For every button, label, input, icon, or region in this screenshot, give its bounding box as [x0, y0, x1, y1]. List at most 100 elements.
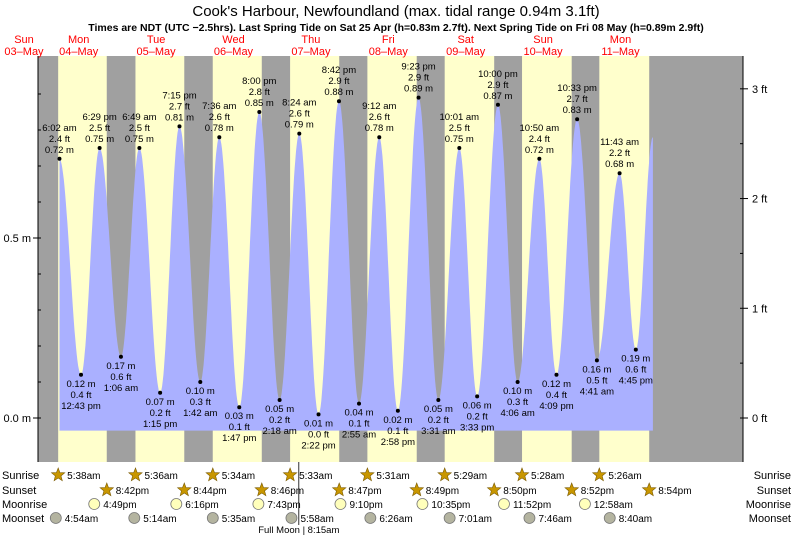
tide-ft-label: 0.4 ft [70, 390, 91, 401]
date-label: 10–May [524, 46, 564, 58]
tide-time-label: 9:23 pm [401, 62, 435, 73]
tide-area [59, 97, 653, 431]
tide-m-label: 0.75 m [125, 134, 154, 145]
tide-ft-label: 2.6 ft [369, 112, 390, 123]
moonrise-time: 10:35pm [431, 500, 470, 511]
tide-point [475, 394, 480, 399]
date-label: 04–May [59, 46, 99, 58]
tide-ft-label: 0.5 ft [586, 375, 607, 386]
tide-m-label: 0.01 m [304, 418, 333, 429]
sunset-row-label-right: Sunset [757, 485, 791, 497]
tide-point [377, 135, 382, 140]
sunset-sun-icon [99, 482, 115, 497]
right-tick-label: 3 ft [752, 84, 767, 96]
day-of-week-label: Fri [382, 34, 395, 46]
day-of-week-label: Thu [301, 34, 320, 46]
tide-m-label: 0.75 m [85, 134, 114, 145]
sunset-time: 8:44pm [193, 486, 226, 497]
tide-point [217, 135, 222, 140]
sunset-sun-icon [331, 482, 347, 497]
tide-m-label: 0.85 m [245, 98, 274, 109]
tide-time-label: 1:15 pm [143, 419, 177, 430]
tide-m-label: 0.17 m [106, 361, 135, 372]
tide-point [137, 146, 142, 150]
moonset-time: 4:54am [65, 514, 98, 525]
tide-m-label: 0.72 m [45, 145, 74, 156]
sunset-time: 8:47pm [348, 486, 381, 497]
tide-point [316, 412, 321, 417]
moonrise-time: 4:49pm [103, 500, 136, 511]
tide-time-label: 1:47 pm [222, 433, 256, 444]
sunrise-sun-icon [282, 467, 298, 482]
moonset-row-label-left: Moonset [2, 513, 44, 525]
sunset-time: 8:42pm [116, 486, 149, 497]
moonset-time: 7:46am [538, 514, 571, 525]
sunrise-time: 5:31am [376, 471, 409, 482]
tide-point [297, 131, 302, 136]
sunrise-time: 5:36am [144, 471, 177, 482]
tide-point [537, 156, 542, 161]
tide-ft-label: 0.6 ft [110, 372, 131, 383]
date-label: 07–May [291, 46, 331, 58]
day-of-week-label: Tue [147, 34, 166, 46]
chart-header: Cook's Harbour, Newfoundland (max. tidal… [88, 3, 703, 34]
tide-time-label: 10:50 am [520, 123, 560, 134]
tide-m-label: 0.72 m [525, 145, 554, 156]
tide-ft-label: 2.6 ft [289, 109, 310, 120]
tide-ft-label: 0.3 ft [507, 397, 528, 408]
tide-m-label: 0.02 m [383, 415, 412, 426]
tide-ft-label: 2.8 ft [249, 87, 270, 98]
moonset-moon-icon [443, 512, 456, 524]
sunrise-time: 5:38am [67, 471, 100, 482]
moonrise-moon-icon [498, 498, 510, 510]
tide-point [277, 398, 282, 402]
tide-time-label: 11:43 am [600, 137, 639, 148]
sunrise-sun-icon [591, 467, 607, 482]
sunrise-time: 5:26am [608, 471, 641, 482]
tide-time-label: 4:09 pm [539, 401, 573, 412]
moonrise-time: 6:16pm [185, 500, 218, 511]
sunset-time: 8:50pm [503, 486, 536, 497]
tide-time-label: 8:24 am [282, 98, 316, 109]
tide-time-label: 12:43 pm [61, 401, 101, 412]
tide-ft-label: 2.7 ft [169, 101, 190, 112]
sunrise-sun-icon [205, 467, 221, 482]
day-headers: Sun03–MayMon04–MayTue05–MayWed06–MayThu0… [4, 34, 640, 58]
left-tick-label: 0.5 m [3, 233, 31, 245]
tide-m-label: 0.10 m [503, 386, 532, 397]
tide-point [97, 146, 102, 150]
tide-ft-label: 0.2 ft [150, 408, 171, 419]
left-tick-label: 0.0 m [3, 413, 31, 425]
tide-m-label: 0.05 m [424, 404, 453, 415]
tide-point [357, 401, 362, 406]
sunrise-sun-icon [359, 467, 375, 482]
tide-curve-layer [59, 97, 653, 431]
sunrise-row-label-right: Sunrise [754, 470, 791, 482]
sunrise-time: 5:29am [454, 471, 487, 482]
tide-time-label: 10:00 pm [478, 69, 518, 80]
date-label: 09–May [446, 46, 486, 58]
tide-ft-label: 2.7 ft [567, 94, 588, 105]
tide-point [158, 390, 163, 395]
moonset-time: 5:14am [143, 514, 176, 525]
tide-ft-label: 2.5 ft [449, 123, 470, 134]
sunset-sun-icon [254, 482, 270, 497]
tide-ft-label: 0.1 ft [387, 426, 408, 437]
tide-time-label: 2:18 am [262, 426, 296, 437]
tide-ft-label: 2.5 ft [89, 123, 110, 134]
tide-m-label: 0.78 m [365, 123, 394, 134]
sunrise-sun-icon [437, 467, 453, 482]
tide-ft-label: 0.3 ft [190, 397, 211, 408]
tide-time-label: 2:55 am [342, 430, 376, 441]
tide-time-label: 1:06 am [104, 383, 138, 394]
moonset-time: 8:40am [619, 514, 652, 525]
tide-m-label: 0.83 m [563, 105, 592, 116]
sunrise-row-label-left: Sunrise [2, 470, 39, 482]
tide-time-label: 6:02 am [42, 123, 76, 134]
moonset-time: 6:26am [379, 514, 412, 525]
tide-point [79, 372, 84, 377]
tide-m-label: 0.81 m [165, 112, 194, 123]
tide-m-label: 0.75 m [445, 134, 474, 145]
tide-m-label: 0.89 m [404, 84, 433, 95]
sunset-sun-icon [486, 482, 502, 497]
